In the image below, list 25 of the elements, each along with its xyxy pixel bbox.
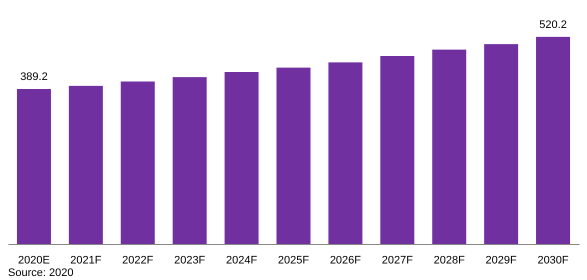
source-note: Source: 2020	[8, 267, 74, 279]
x-tick-label: 2020E	[18, 254, 50, 266]
x-tick-label: 2025F	[278, 254, 310, 266]
bar	[120, 82, 155, 244]
x-tick-label: 2028F	[434, 254, 466, 266]
x-tick-label: 2027F	[382, 254, 414, 266]
bar	[328, 62, 362, 244]
bar	[484, 44, 518, 244]
x-tick-label: 2021F	[70, 254, 102, 266]
bar	[432, 50, 466, 244]
bar	[68, 86, 103, 244]
x-tick-label: 2024F	[226, 254, 258, 266]
x-tick-label: 2029F	[486, 254, 518, 266]
data-label: 520.2	[539, 18, 567, 31]
x-tick-label: 2023F	[174, 254, 206, 266]
bar	[536, 36, 570, 244]
data-label: 389.2	[20, 71, 48, 84]
bar	[224, 72, 259, 244]
bar	[16, 89, 51, 244]
x-tick-label: 2026F	[330, 254, 362, 266]
x-tick-label: 2022F	[122, 254, 154, 266]
x-tick-label: 2030F	[537, 254, 569, 266]
bar	[276, 68, 310, 244]
bar	[380, 56, 414, 244]
bar	[172, 77, 207, 244]
